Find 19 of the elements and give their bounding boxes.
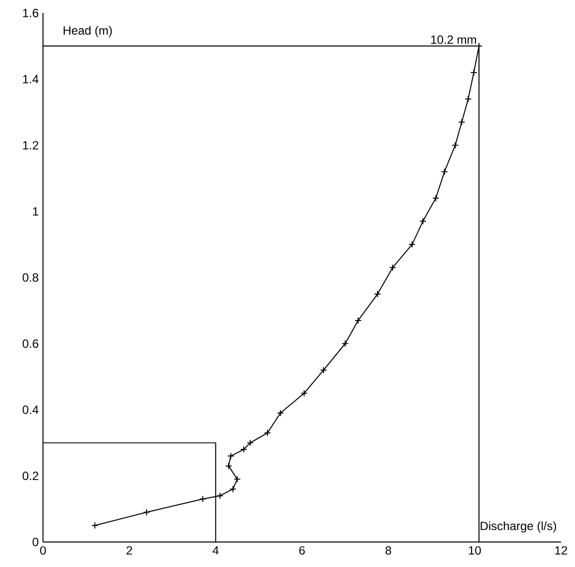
- x-axis-title: Discharge (l/s): [480, 521, 556, 533]
- y-tick-label: 0.2: [22, 472, 38, 480]
- y-tick-label: 0: [32, 538, 38, 546]
- x-tick-label: 8: [386, 546, 392, 555]
- y-tick-label: 1.6: [23, 8, 38, 18]
- x-tick-label: 0: [40, 546, 46, 555]
- x-tick-label: 12: [555, 546, 568, 555]
- annotation: 10.2 mm: [431, 35, 476, 44]
- y-axis-title: Head (m): [64, 26, 112, 38]
- y-tick-label: 0.8: [22, 273, 38, 282]
- y-tick-label: 0.4: [22, 406, 38, 414]
- x-tick-label: 2: [126, 546, 132, 555]
- y-tick-label: 1.4: [23, 75, 38, 84]
- y-tick-label: 0.6: [22, 339, 38, 348]
- x-tick-label: 10: [468, 546, 481, 555]
- y-tick-label: 1: [33, 207, 38, 216]
- x-tick-label: 4: [212, 546, 219, 554]
- x-tick-label: 6: [299, 546, 305, 555]
- y-tick-label: 1.2: [23, 141, 38, 150]
